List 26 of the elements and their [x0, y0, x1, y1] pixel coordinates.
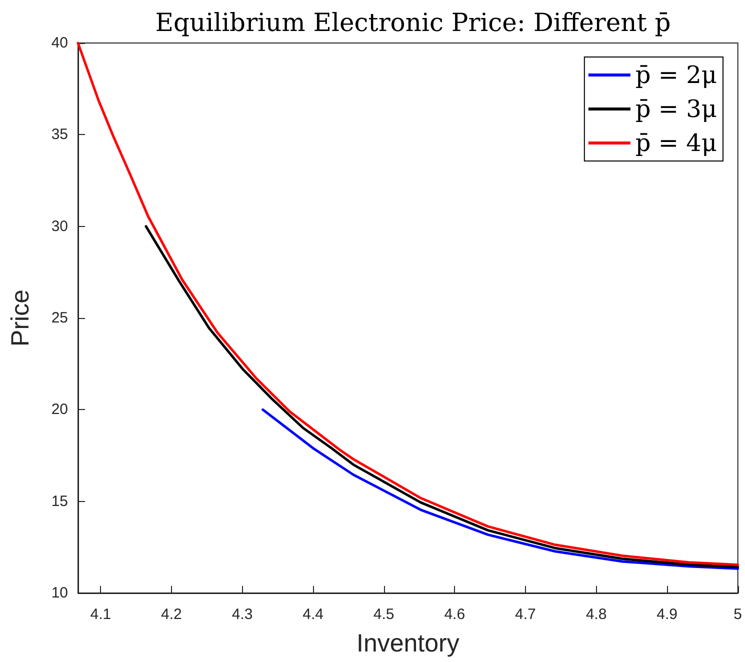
x-tick-label: 4.9: [656, 606, 678, 623]
y-axis-title: Price: [6, 290, 34, 346]
x-tick-label: 4.8: [586, 606, 607, 623]
x-tick-label: 4.3: [232, 606, 253, 623]
legend-label: p̄ = 2μ: [635, 61, 718, 89]
x-tick-label: 5: [734, 606, 742, 623]
line-series: [144, 225, 740, 568]
y-tick-label: 25: [51, 310, 68, 326]
x-tick-label: 4.4: [302, 606, 324, 623]
legend-label: p̄ = 4μ: [635, 129, 718, 157]
y-tick-label: 30: [51, 218, 68, 235]
y-tick-label: 10: [51, 584, 68, 602]
x-tick-label: 4.7: [515, 606, 536, 623]
x-tick-label: 4.6: [444, 606, 466, 623]
chart-title: Equilibrium Electronic Price: Different p̄: [155, 8, 671, 37]
y-tick-label: 40: [51, 34, 68, 52]
x-tick-label: 4.2: [161, 606, 182, 623]
y-tick-label: 20: [51, 401, 68, 418]
x-tick-label: 4.5: [373, 606, 394, 623]
x-tick-label: 4.1: [90, 606, 112, 623]
legend-label: p̄ = 3μ: [635, 95, 718, 123]
y-tick-label: 15: [51, 492, 68, 510]
x-axis-title: Inventory: [356, 630, 460, 658]
y-tick-label: 35: [51, 126, 68, 144]
line-series: [76, 42, 740, 566]
line-series: [262, 408, 740, 570]
